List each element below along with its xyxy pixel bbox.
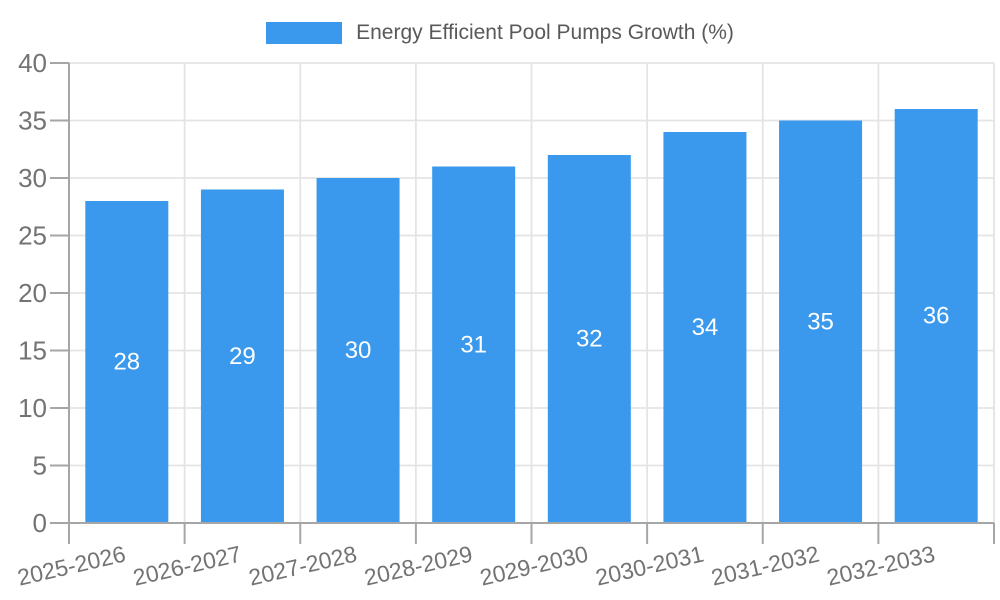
x-tick-labels: 2025-2026 2026-2027 2027-2028 2028-2029 2029… [15, 541, 937, 591]
y-tick-label: 30 [18, 163, 47, 193]
x-tick-label: 2029-2030 [477, 541, 590, 591]
y-tick-label: 40 [18, 48, 47, 78]
bar-value-label: 30 [345, 337, 372, 364]
y-tick-label: 20 [18, 278, 47, 308]
y-tick-labels: 0 5 10 15 20 25 30 35 40 [18, 48, 47, 538]
bar-2025-2026[interactable] [85, 201, 169, 523]
bar-value-label: 34 [692, 314, 719, 341]
y-tick-label: 15 [18, 336, 47, 366]
axes [68, 63, 994, 524]
bar-value-label: 35 [807, 308, 834, 335]
bar-value-label: 32 [576, 326, 603, 353]
legend-swatch [266, 22, 343, 44]
x-tick-label: 2025-2026 [15, 541, 128, 591]
bar-value-label: 28 [113, 349, 140, 376]
legend-label: Energy Efficient Pool Pumps Growth (%) [356, 21, 734, 44]
bars [85, 109, 978, 524]
x-tick-label: 2032-2033 [824, 541, 937, 591]
tick-marks [50, 62, 995, 544]
x-tick-label: 2027-2028 [246, 541, 359, 591]
bar-2027-2028[interactable] [316, 178, 400, 523]
bar-2032-2033[interactable] [894, 109, 978, 523]
bar-2028-2029[interactable] [432, 166, 516, 524]
x-tick-label: 2028-2029 [362, 541, 475, 591]
bar-2030-2031[interactable] [663, 132, 747, 523]
y-tick-label: 10 [18, 393, 47, 423]
bar-2026-2027[interactable] [200, 189, 284, 524]
bar-value-label: 29 [229, 343, 256, 370]
bar-value-label: 31 [460, 331, 487, 358]
bar-value-labels: 28 29 30 31 32 34 35 36 [113, 303, 949, 376]
bar-2029-2030[interactable] [547, 155, 631, 523]
x-tick-label: 2030-2031 [593, 541, 706, 591]
bar-value-label: 36 [923, 303, 950, 330]
y-tick-label: 25 [18, 221, 47, 251]
bar-2031-2032[interactable] [779, 120, 863, 524]
y-tick-label: 5 [33, 451, 47, 481]
x-tick-label: 2031-2032 [709, 541, 822, 591]
y-tick-label: 0 [33, 508, 47, 538]
x-tick-label: 2026-2027 [131, 541, 244, 591]
y-tick-label: 35 [18, 106, 47, 136]
legend[interactable]: Energy Efficient Pool Pumps Growth (%) [0, 21, 1000, 45]
